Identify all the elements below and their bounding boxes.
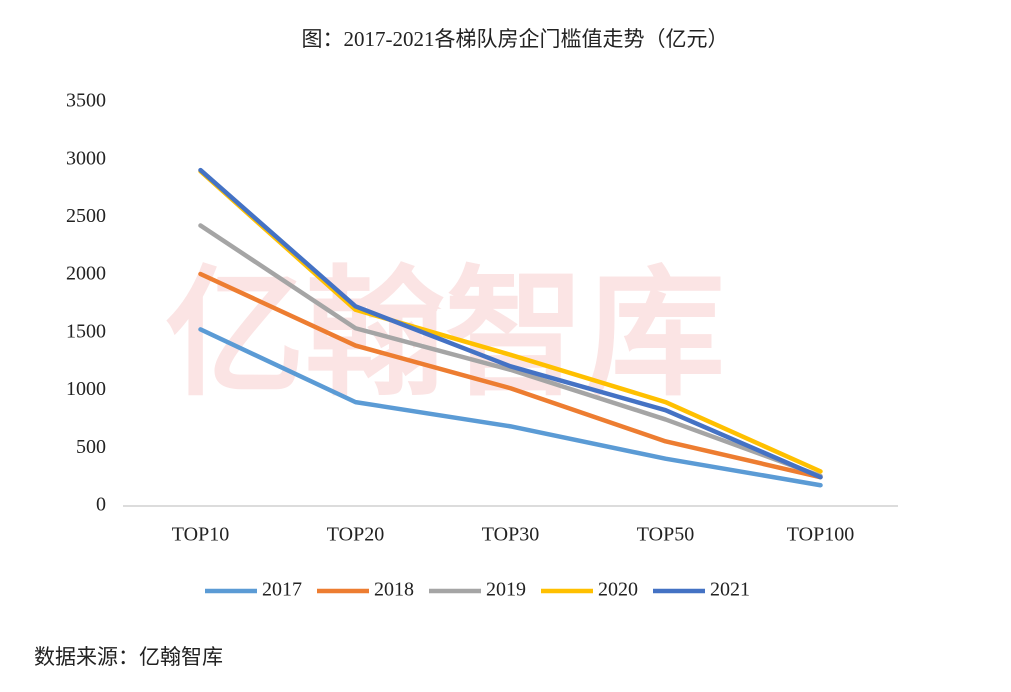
series-line xyxy=(198,223,823,479)
legend-label: 2018 xyxy=(374,579,414,601)
series-line xyxy=(198,167,823,480)
legend-label: 2020 xyxy=(598,579,638,601)
y-tick-label: 1500 xyxy=(66,320,106,342)
legend-label: 2019 xyxy=(486,579,526,601)
y-tick-label: 2500 xyxy=(66,205,106,227)
y-tick-label: 3500 xyxy=(66,90,106,112)
x-tick-label: TOP10 xyxy=(172,524,229,546)
source: 数据来源：亿翰智库 xyxy=(34,645,223,669)
legend-label: 2017 xyxy=(262,579,302,601)
series-line xyxy=(198,327,823,488)
series-line xyxy=(198,271,823,480)
y-tick-label: 1000 xyxy=(66,378,106,400)
y-tick-label: 0 xyxy=(96,494,106,516)
x-tick-label: TOP20 xyxy=(327,524,384,546)
y-tick-label: 2000 xyxy=(66,263,106,285)
x-tick-label: TOP30 xyxy=(482,524,539,546)
chart-title: 图：2017-2021各梯队房企门槛值走势（亿元） xyxy=(302,27,729,51)
y-tick-label: 3000 xyxy=(66,147,106,169)
legend-label: 2021 xyxy=(710,579,750,601)
x-tick-label: TOP50 xyxy=(637,524,694,546)
x-tick-label: TOP100 xyxy=(787,524,854,546)
y-tick-label: 500 xyxy=(76,436,106,458)
